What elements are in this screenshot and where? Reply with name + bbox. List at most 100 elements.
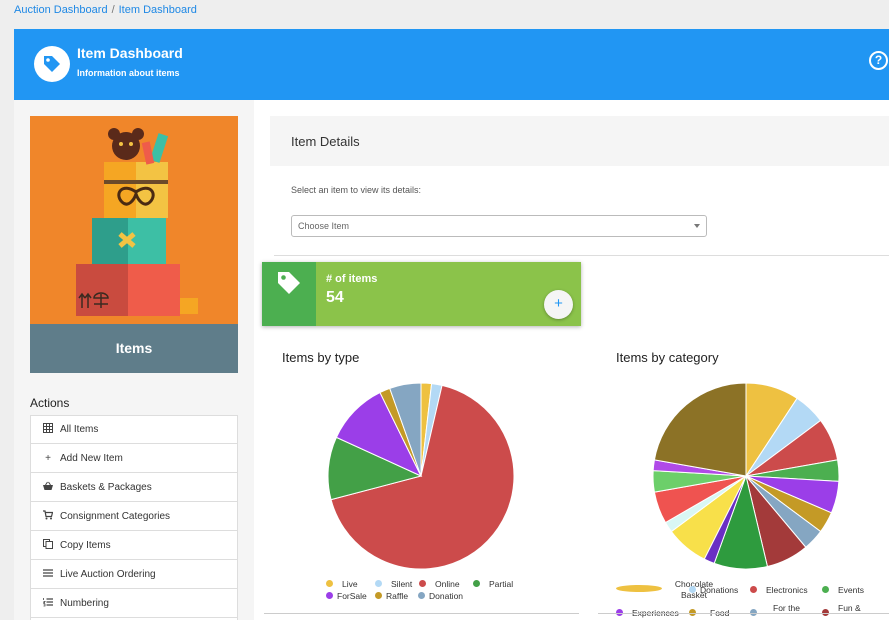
legend-item-forsale[interactable]: ForSale (326, 591, 367, 601)
legend-label: ForSale (337, 591, 367, 601)
action-baskets-packages[interactable]: Baskets & Packages (30, 473, 238, 502)
legend-item-fun-games[interactable]: Fun & (822, 603, 861, 616)
legend-swatch (418, 592, 425, 599)
action-label: Copy Items (60, 539, 111, 551)
legend-item-raffle[interactable]: Raffle (375, 591, 408, 601)
legend-label: Fun & (838, 603, 861, 613)
legend-swatch (616, 609, 623, 616)
action-label: Numbering (60, 597, 109, 609)
cart-icon (43, 509, 54, 523)
tag-icon (44, 56, 60, 72)
item-count-label: # of items (326, 273, 378, 285)
select-item-prompt: Select an item to view its details: (291, 185, 422, 195)
legend-item-chocolate-basket[interactable]: Chocolate Basket (616, 579, 717, 601)
actions-list: All Items + Add New Item Baskets & Packa… (30, 415, 238, 620)
action-copy-items[interactable]: Copy Items (30, 531, 238, 560)
legend-item-live[interactable]: Live (326, 579, 358, 589)
legend-label: Online (435, 579, 460, 589)
breadcrumb-link-item-dashboard[interactable]: Item Dashboard (118, 4, 197, 16)
chevron-down-icon (694, 224, 700, 228)
legend-item-silent[interactable]: Silent (375, 579, 412, 589)
legend-swatch (822, 609, 829, 616)
tag-icon (278, 272, 300, 294)
grid-icon (43, 423, 53, 436)
basket-icon (43, 481, 53, 494)
legend-label: Electronics (766, 585, 808, 595)
legend-item-events[interactable]: Events (822, 585, 864, 595)
category-slice-wine[interactable] (653, 382, 747, 477)
legend-item-donations[interactable]: Donations (689, 585, 738, 595)
legend-swatch (822, 586, 829, 593)
legend-swatch (419, 580, 426, 587)
items-cover-image (30, 116, 238, 324)
choose-item-placeholder: Choose Item (298, 221, 350, 231)
legend-item-electronics[interactable]: Electronics (750, 585, 808, 595)
item-details-header: Item Details (270, 116, 889, 166)
legend-label: Raffle (386, 591, 409, 601)
legend-swatch (750, 586, 757, 593)
gift-boxes-illustration (76, 128, 198, 316)
action-all-items[interactable]: All Items (30, 415, 238, 444)
action-live-auction-ordering[interactable]: Live Auction Ordering (30, 560, 238, 589)
legend-swatch (750, 609, 757, 616)
breadcrumb-separator: / (111, 4, 115, 16)
legend-swatch (473, 580, 480, 587)
action-consignment-categories[interactable]: Consignment Categories (30, 502, 238, 531)
legend-label: Chocolate Basket (674, 579, 714, 600)
breadcrumb-link-auction-dashboard[interactable]: Auction Dashboard (14, 4, 108, 16)
chart-title-category: Items by category (616, 350, 719, 365)
legend-label: Donations (700, 585, 739, 595)
legend-label: Live (342, 579, 358, 589)
legend-swatch (326, 580, 333, 587)
item-count-icon-box (262, 262, 316, 326)
page-subtitle: Information about items (77, 68, 180, 78)
numbered-list-icon (42, 597, 53, 610)
legend-item-partial[interactable]: Partial (473, 579, 513, 589)
page-header: Item Dashboard Information about items ? (14, 29, 889, 100)
action-label: Live Auction Ordering (60, 568, 156, 580)
actions-heading: Actions (30, 396, 70, 410)
legend-item-online[interactable]: Online (419, 579, 460, 589)
lines-icon (43, 568, 53, 581)
copy-icon (43, 538, 53, 552)
breadcrumb: Auction Dashboard / Item Dashboard (14, 4, 197, 16)
legend-label: For the (773, 603, 800, 613)
legend-swatch (375, 592, 382, 599)
legend-swatch (689, 586, 696, 593)
legend-label: Donation (429, 591, 464, 601)
help-icon[interactable]: ? (869, 51, 888, 70)
plus-icon: + (45, 452, 51, 464)
legend-label: Silent (391, 579, 413, 589)
chart-card-bottom-border (598, 613, 889, 614)
item-count-card: # of items 54 + (262, 262, 581, 326)
pie-chart-items-by-category (652, 382, 840, 570)
legend-swatch (326, 592, 333, 599)
header-logo (34, 46, 70, 82)
legend-item-donation[interactable]: Donation (418, 591, 463, 601)
type-slice-online[interactable] (330, 384, 515, 570)
legend-swatch (689, 609, 696, 616)
chart-title-type: Items by type (282, 350, 360, 365)
item-count-value: 54 (326, 289, 344, 306)
chart-card-bottom-border (264, 613, 579, 614)
action-label: Consignment Categories (60, 510, 171, 522)
pie-chart-items-by-type (327, 382, 515, 570)
choose-item-select[interactable]: Choose Item (291, 215, 707, 237)
action-label: All Items (60, 424, 99, 435)
action-numbering[interactable]: Numbering (30, 589, 238, 618)
legend-label: Events (838, 585, 864, 595)
legend-swatch (616, 585, 662, 592)
type-slice-donation[interactable] (389, 382, 422, 477)
action-add-new-item[interactable]: + Add New Item (30, 444, 238, 473)
action-next-partial[interactable] (30, 618, 238, 620)
action-label: Add New Item (60, 452, 123, 464)
page-title: Item Dashboard (77, 45, 183, 61)
legend-label: Partial (489, 579, 514, 589)
legend-swatch (375, 580, 382, 587)
legend-item-for-the-home[interactable]: For the (750, 603, 800, 616)
action-label: Baskets & Packages (60, 481, 152, 493)
items-cover-label: Items (30, 324, 238, 373)
divider (274, 255, 889, 256)
item-details-title: Item Details (291, 134, 360, 149)
add-item-button[interactable]: + (544, 290, 573, 319)
